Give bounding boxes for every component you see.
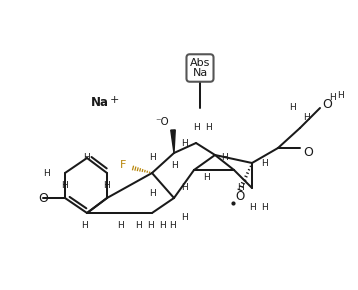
Text: H: H (117, 220, 124, 229)
Text: H: H (262, 204, 268, 213)
Text: O: O (322, 99, 332, 111)
Text: H: H (261, 159, 267, 168)
Text: H: H (171, 160, 177, 169)
Text: H: H (62, 180, 68, 189)
Text: H: H (182, 184, 188, 193)
Text: H: H (150, 153, 156, 162)
Text: F: F (120, 160, 126, 170)
Polygon shape (171, 130, 175, 153)
Text: H: H (182, 213, 188, 222)
Text: H: H (193, 124, 199, 133)
Text: H: H (103, 180, 110, 189)
Text: H: H (221, 153, 227, 162)
Text: H: H (238, 184, 245, 193)
Text: +: + (109, 95, 119, 105)
Text: H: H (82, 220, 88, 229)
Text: H: H (205, 124, 212, 133)
Text: O: O (235, 191, 245, 204)
Text: H: H (169, 220, 175, 229)
Text: H: H (289, 104, 295, 113)
Text: H: H (337, 90, 343, 99)
Text: O: O (38, 191, 48, 204)
Text: H: H (135, 220, 141, 229)
Text: H: H (147, 220, 154, 229)
Text: H: H (330, 93, 337, 102)
Text: Abs
Na: Abs Na (190, 58, 210, 78)
Text: H: H (182, 139, 188, 148)
Text: H: H (149, 188, 155, 197)
Text: H: H (160, 220, 166, 229)
Text: H: H (250, 204, 256, 213)
Text: H: H (303, 113, 309, 122)
Text: O: O (303, 146, 313, 160)
Text: ⁻O: ⁻O (155, 117, 169, 127)
Text: Na: Na (91, 97, 109, 110)
Text: H: H (204, 173, 211, 182)
Text: H: H (44, 168, 50, 177)
Text: H: H (84, 153, 90, 162)
